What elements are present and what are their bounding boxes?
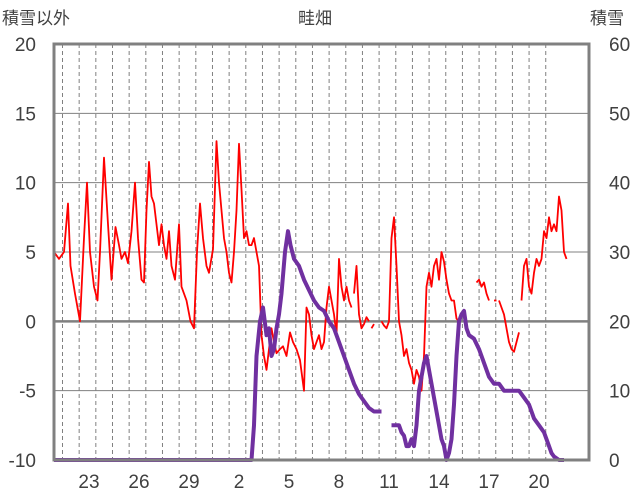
y-left-tick-label: 10 [15, 174, 36, 195]
series-line [520, 195, 568, 301]
y-right-tick-label: 50 [609, 104, 630, 125]
series-layer [53, 140, 568, 462]
x-tick-label: 8 [334, 472, 345, 493]
x-tick-label: 26 [128, 472, 149, 493]
y-left-tick-label: 20 [15, 35, 36, 56]
series-line [391, 308, 564, 462]
series-line [53, 140, 353, 392]
y-right-tick-label: 30 [609, 243, 630, 264]
y-right-tick-label: 20 [609, 312, 630, 333]
series-1 [53, 140, 568, 392]
y-right-tick-label: 0 [609, 451, 620, 472]
series-line [54, 229, 382, 462]
x-tick-label: 20 [528, 472, 549, 493]
y-left-tick-label: -10 [9, 451, 36, 472]
series-line [370, 323, 375, 329]
series-line [380, 216, 460, 392]
chart-title: 畦畑 [298, 9, 332, 29]
x-tick-label: 29 [178, 472, 199, 493]
tick-labels: -10 -5 0 5 10 15 20 0 10 20 30 40 50 60 23 26 29 2 5 8 11 14 1… [9, 35, 631, 493]
series-2 [54, 229, 564, 462]
y-left-tick-label: 5 [25, 243, 36, 264]
y-left-tick-label: -5 [19, 382, 36, 403]
y-right-tick-label: 40 [609, 174, 630, 195]
y-left-tick-label: 0 [25, 312, 36, 333]
x-tick-label: 14 [428, 472, 450, 493]
y-left-tick-label: 15 [15, 104, 36, 125]
left-axis-label: 積雪以外 [2, 9, 70, 29]
x-tick-label: 2 [234, 472, 245, 493]
y-right-tick-label: 60 [609, 35, 630, 56]
x-tick-label: 11 [379, 472, 399, 493]
right-axis-label: 積雪 [590, 9, 624, 29]
series-line [475, 278, 490, 301]
series-line [353, 265, 370, 330]
x-tick-label: 5 [284, 472, 295, 493]
y-right-tick-label: 10 [609, 382, 630, 403]
x-tick-label: 23 [78, 472, 99, 493]
plot-border [52, 42, 591, 462]
series-line [498, 300, 520, 353]
plot-frame [52, 42, 591, 462]
x-tick-label: 17 [478, 472, 499, 493]
gridlines [54, 43, 589, 461]
